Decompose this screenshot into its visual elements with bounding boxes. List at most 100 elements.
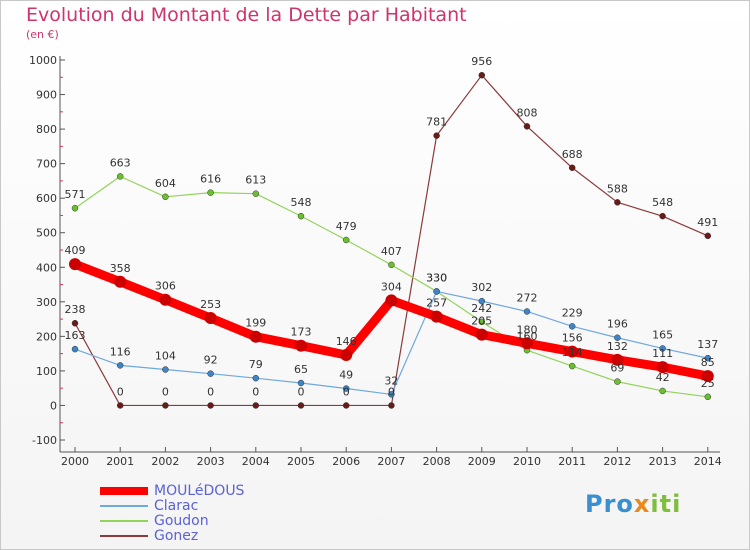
legend-item-clarac: Clarac <box>100 499 244 514</box>
data-label: 0 <box>117 385 124 398</box>
data-point <box>433 132 440 139</box>
data-point <box>252 190 260 197</box>
data-point <box>478 71 486 79</box>
logo-part: iti <box>650 490 682 518</box>
x-tick-label: 2008 <box>423 455 451 468</box>
data-point <box>342 385 350 392</box>
data-point <box>162 402 169 409</box>
data-label: 253 <box>200 298 221 311</box>
data-point <box>249 330 262 343</box>
x-tick-label: 2011 <box>558 455 586 468</box>
data-label: 42 <box>656 371 670 384</box>
data-point <box>523 308 531 315</box>
data-point <box>159 293 172 306</box>
legend-item-mouledous: MOULéDOUS <box>100 484 244 499</box>
y-tick-label: 1000 <box>29 54 57 67</box>
data-point <box>297 379 305 387</box>
data-label: 238 <box>65 303 86 316</box>
data-label: 0 <box>388 385 395 398</box>
x-tick-label: 2005 <box>287 455 315 468</box>
data-label: 32 <box>384 374 398 387</box>
y-tick-label: 100 <box>36 365 57 378</box>
data-label: 688 <box>562 148 583 161</box>
unit-label: (en €) <box>26 28 59 41</box>
legend-label: Gonez <box>154 528 199 544</box>
y-tick-label: 500 <box>36 227 57 240</box>
data-point <box>521 337 533 350</box>
x-tick-label: 2013 <box>649 455 677 468</box>
data-label: 146 <box>336 335 357 348</box>
data-label: 588 <box>607 182 628 195</box>
data-point <box>340 349 353 362</box>
data-label: 104 <box>155 350 176 363</box>
x-tick-label: 2012 <box>603 455 631 468</box>
data-label: 79 <box>249 358 263 371</box>
legend-swatch-gonez <box>100 535 148 537</box>
data-label: 163 <box>65 329 86 342</box>
data-label: 65 <box>294 363 308 376</box>
data-point <box>385 294 398 307</box>
x-tick-label: 2003 <box>197 455 225 468</box>
data-label: 407 <box>381 245 402 258</box>
data-point <box>71 204 79 212</box>
data-label: 491 <box>697 216 718 229</box>
legend-item-goudon: Goudon <box>100 514 244 529</box>
data-label: 160 <box>517 330 538 343</box>
data-label: 165 <box>652 328 673 341</box>
proxiti-logo: Proxiti <box>585 490 681 518</box>
data-label: 272 <box>517 291 538 304</box>
data-label: 229 <box>562 306 583 319</box>
data-point <box>252 402 260 409</box>
data-point <box>295 339 307 352</box>
data-point <box>659 345 666 352</box>
data-label: 306 <box>155 280 176 293</box>
data-label: 604 <box>155 177 176 190</box>
y-tick-label: 700 <box>36 158 57 171</box>
data-point <box>297 212 305 220</box>
x-tick-label: 2000 <box>61 455 89 468</box>
legend: MOULéDOUS Clarac Goudon Gonez <box>100 484 244 544</box>
data-point <box>433 288 440 295</box>
data-point <box>207 189 214 196</box>
data-point <box>388 261 395 269</box>
data-point <box>297 402 305 409</box>
data-label: 302 <box>471 281 492 294</box>
data-label: 196 <box>607 318 628 331</box>
data-point <box>204 312 217 325</box>
data-label: 613 <box>245 174 266 187</box>
y-tick-label: 600 <box>36 192 57 205</box>
data-label: 479 <box>336 220 357 233</box>
data-label: 548 <box>652 196 673 209</box>
data-label: 781 <box>426 116 447 129</box>
x-tick-label: 2014 <box>694 455 722 468</box>
data-point <box>207 370 214 377</box>
y-tick-label: -100 <box>32 434 57 447</box>
data-label: 205 <box>471 315 492 328</box>
data-label: 69 <box>610 362 624 375</box>
data-point <box>659 387 666 395</box>
x-tick-label: 2004 <box>242 455 270 468</box>
data-label: 0 <box>343 385 350 398</box>
data-label: 330 <box>426 271 447 284</box>
data-point <box>568 362 576 370</box>
data-label: 663 <box>110 156 131 169</box>
data-label: 548 <box>291 196 312 209</box>
x-tick-label: 2007 <box>377 455 405 468</box>
data-point <box>71 319 79 327</box>
data-label: 199 <box>245 317 266 330</box>
data-label: 132 <box>607 340 628 353</box>
data-point <box>701 370 714 383</box>
data-label: 116 <box>110 345 131 358</box>
data-point <box>342 236 350 244</box>
legend-swatch-goudon <box>100 520 148 522</box>
data-point <box>704 354 712 362</box>
x-tick-label: 2010 <box>513 455 541 468</box>
data-label: 571 <box>65 188 86 201</box>
data-point <box>116 362 124 369</box>
data-point <box>342 402 350 409</box>
data-point <box>116 173 124 180</box>
data-point <box>71 345 79 353</box>
data-point <box>704 232 712 240</box>
